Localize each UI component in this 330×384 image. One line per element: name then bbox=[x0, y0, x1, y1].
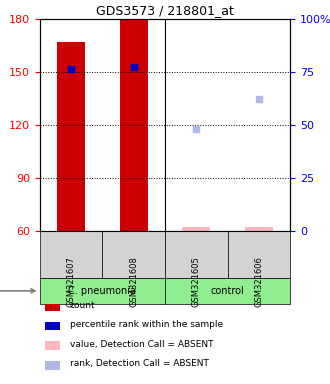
Text: rank, Detection Call = ABSENT: rank, Detection Call = ABSENT bbox=[70, 359, 209, 369]
Text: GSM321608: GSM321608 bbox=[129, 256, 138, 307]
Bar bbox=[45, 361, 60, 370]
FancyBboxPatch shape bbox=[228, 231, 290, 278]
Bar bbox=[45, 341, 60, 350]
FancyBboxPatch shape bbox=[40, 231, 102, 278]
Text: C. pneumonia: C. pneumonia bbox=[68, 286, 136, 296]
Title: GDS3573 / 218801_at: GDS3573 / 218801_at bbox=[96, 3, 234, 17]
FancyBboxPatch shape bbox=[40, 278, 165, 304]
Text: count: count bbox=[70, 301, 95, 310]
Bar bbox=[119, 19, 148, 231]
Text: infection: infection bbox=[0, 286, 35, 296]
Text: percentile rank within the sample: percentile rank within the sample bbox=[70, 320, 223, 329]
Bar bbox=[45, 322, 60, 331]
Text: GSM321605: GSM321605 bbox=[192, 256, 201, 307]
Text: GSM321607: GSM321607 bbox=[66, 256, 76, 307]
FancyBboxPatch shape bbox=[102, 231, 165, 278]
Bar bbox=[245, 227, 273, 231]
Bar bbox=[57, 42, 85, 231]
Bar bbox=[45, 302, 60, 311]
Text: GSM321606: GSM321606 bbox=[254, 256, 264, 307]
Text: control: control bbox=[211, 286, 245, 296]
Text: value, Detection Call = ABSENT: value, Detection Call = ABSENT bbox=[70, 340, 213, 349]
FancyBboxPatch shape bbox=[165, 231, 228, 278]
FancyBboxPatch shape bbox=[165, 278, 290, 304]
Bar bbox=[182, 227, 211, 231]
